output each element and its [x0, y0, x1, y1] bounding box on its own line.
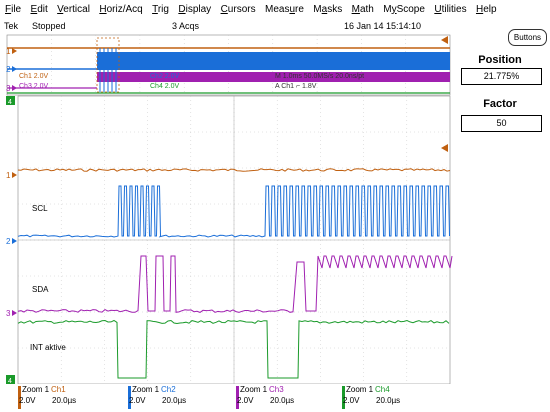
ch3-zoom-label: Zoom 1 — [240, 385, 268, 394]
menu-vertical[interactable]: Vertical — [57, 3, 90, 15]
ch2-name: Ch2 — [161, 385, 176, 394]
menu-horiz-acq[interactable]: Horiz/Acq — [99, 3, 143, 15]
trigger-level-marker-overview[interactable] — [441, 36, 448, 44]
ch2-zoom-label: Zoom 1 — [132, 385, 160, 394]
timebase-readout: M 1.0ms 50.0MS/s 20.0ns/pt — [275, 73, 364, 80]
channel-readout-bar: Zoom 1 Ch1 2.0V 20.0µs Zoom 1 Ch2 2.0V 2… — [0, 384, 455, 412]
menu-cursors[interactable]: Cursors — [220, 3, 256, 15]
ch1-readout[interactable]: Zoom 1 Ch1 2.0V 20.0µs — [18, 384, 128, 412]
ch1-trace — [17, 168, 451, 172]
factor-label: Factor — [483, 98, 517, 110]
ch2-readout[interactable]: Zoom 1 Ch2 2.0V 20.0µs — [128, 384, 236, 412]
ch4-marker-overview[interactable] — [6, 96, 15, 105]
ch3-name: Ch3 — [269, 385, 284, 394]
menu-display[interactable]: Display — [178, 3, 212, 15]
status-bar: Tek Stopped 3 Acqs 16 Jan 14 15:14:10 — [0, 20, 455, 34]
menu-help[interactable]: Help — [475, 3, 497, 15]
ch4-marker-main[interactable] — [6, 375, 15, 384]
overview-ch3-readout: Ch3 2.0V — [19, 83, 49, 90]
scope-display[interactable]: Ch1 2.0V Ch3 2.0V Ch2 2.0V Ch4 2.0V M 1.… — [0, 0, 455, 384]
ch1-marker[interactable]: 1 — [6, 47, 17, 56]
menu-file[interactable]: File — [5, 3, 22, 15]
ch1-zoom-label: Zoom 1 — [22, 385, 50, 394]
svg-text:1: 1 — [6, 47, 11, 56]
acq-count: 3 Acqs — [172, 21, 200, 31]
factor-value-field[interactable]: 50 — [461, 115, 542, 132]
svg-text:2: 2 — [6, 237, 11, 246]
ch4-time: 20.0µs — [376, 396, 401, 405]
acq-state: Stopped — [32, 21, 66, 31]
ch4-zoom-label: Zoom 1 — [346, 385, 374, 394]
ch3-volts: 2.0V — [237, 396, 254, 405]
position-label: Position — [478, 54, 522, 66]
scl-label: SCL — [32, 204, 48, 213]
ch1-name: Ch1 — [51, 385, 66, 394]
menu-utilities[interactable]: Utilities — [434, 3, 467, 15]
brand-label: Tek — [4, 21, 19, 31]
main-traces — [17, 168, 453, 379]
menu-masks[interactable]: Masks — [313, 3, 343, 15]
menu-measure[interactable]: Measure — [264, 3, 304, 15]
ch4-marker-main-label: 4 — [8, 378, 12, 384]
ch3-time: 20.0µs — [270, 396, 295, 405]
ch3-marker-overview[interactable]: 3 — [6, 84, 17, 93]
svg-text:2: 2 — [6, 65, 11, 74]
ch4-color-swatch — [342, 386, 345, 409]
ch2-volts: 2.0V — [129, 396, 146, 405]
ch4-volts: 2.0V — [343, 396, 360, 405]
ch2-marker-overview[interactable]: 2 — [6, 65, 17, 74]
overview-ch3-burst — [97, 72, 450, 82]
menu-myscope[interactable]: MyScope — [383, 3, 425, 15]
position-value-field[interactable]: 21.775% — [461, 68, 542, 85]
ch4-readout[interactable]: Zoom 1 Ch4 2.0V 20.0µs — [342, 384, 452, 412]
svg-text:3: 3 — [6, 84, 11, 93]
overview-ch2-readout: Ch2 2.0V — [150, 73, 180, 80]
overview-traces — [7, 47, 450, 94]
svg-text:1: 1 — [6, 171, 11, 180]
menu-bar: File Edit Vertical Horiz/Acq Trig Displa… — [0, 0, 550, 18]
trigger-readout: A Ch1 ⌐ 1.8V — [275, 83, 317, 90]
trigger-level-marker-main[interactable] — [441, 144, 448, 152]
ch2-color-swatch — [128, 386, 131, 409]
ch4-int-trace — [17, 319, 450, 379]
ch1-volts: 2.0V — [19, 396, 36, 405]
svg-text:3: 3 — [6, 309, 11, 318]
menu-trig[interactable]: Trig — [152, 3, 169, 15]
overview-ch4-readout: Ch4 2.0V — [150, 83, 180, 90]
int-label: INT aktive — [30, 343, 66, 352]
menu-edit[interactable]: Edit — [30, 3, 48, 15]
ch1-color-swatch — [18, 386, 21, 409]
ch1-marker-main[interactable]: 1 — [6, 171, 17, 180]
sda-label: SDA — [32, 285, 49, 294]
ch4-marker-overview-label: 4 — [8, 99, 12, 106]
menu-math[interactable]: Math — [351, 3, 374, 15]
date-time: 16 Jan 14 15:14:10 — [344, 21, 422, 31]
main-grid — [18, 96, 450, 384]
ch4-name: Ch4 — [375, 385, 390, 394]
ch2-time: 20.0µs — [162, 396, 187, 405]
ch2-scl-trace — [17, 185, 450, 238]
overview-ch2-burst — [97, 52, 450, 70]
ch2-marker-main[interactable]: 2 — [6, 237, 17, 246]
overview-ch1-readout: Ch1 2.0V — [19, 73, 49, 80]
buttons-button[interactable]: Buttons — [508, 29, 547, 46]
ch3-color-swatch — [236, 386, 239, 409]
ch3-readout[interactable]: Zoom 1 Ch3 2.0V 20.0µs — [236, 384, 342, 412]
ch1-time: 20.0µs — [52, 396, 77, 405]
ch3-sda-trace — [17, 255, 453, 313]
ch3-marker-main[interactable]: 3 — [6, 309, 17, 318]
zoom-window-marker — [96, 37, 120, 93]
